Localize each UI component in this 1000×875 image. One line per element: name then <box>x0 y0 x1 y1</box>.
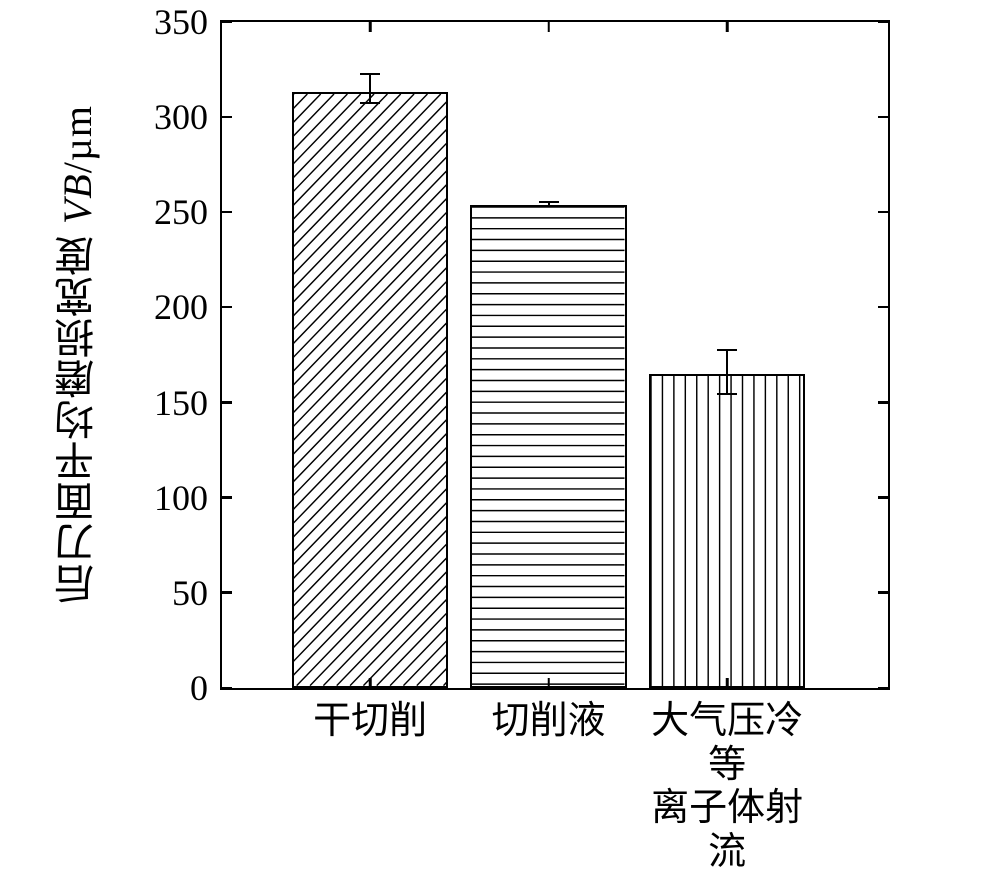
y-tick-mark <box>878 211 888 214</box>
y-tick-mark <box>878 21 888 24</box>
bar <box>649 374 806 688</box>
error-cap <box>539 201 559 203</box>
y-tick-mark <box>222 591 232 594</box>
x-tick-mark <box>369 22 372 32</box>
y-tick-label: 200 <box>154 289 222 325</box>
x-tick-label: 切削液 <box>470 688 627 744</box>
y-tick-mark <box>878 687 888 690</box>
x-tick-mark <box>726 22 729 32</box>
error-cap <box>717 349 737 351</box>
error-bar <box>369 75 371 104</box>
y-axis-label-text: 后刀面平均磨损宽度 VB/µm <box>49 105 107 604</box>
y-tick-mark <box>222 116 232 119</box>
plot-area-wrap: 050100150200250300350干切削切削液大气压冷等离子体射流 <box>220 20 890 690</box>
error-cap <box>360 73 380 75</box>
y-tick-mark <box>878 306 888 309</box>
bar <box>292 92 449 688</box>
y-tick-mark <box>222 21 232 24</box>
y-tick-mark <box>222 306 232 309</box>
y-tick-label: 50 <box>172 575 222 611</box>
x-tick-mark <box>547 22 550 32</box>
y-tick-label: 150 <box>154 385 222 421</box>
error-cap <box>360 102 380 104</box>
x-tick-mark <box>369 678 372 688</box>
plot-area: 050100150200250300350干切削切削液大气压冷等离子体射流 <box>220 20 890 690</box>
y-tick-mark <box>878 496 888 499</box>
y-tick-label: 350 <box>154 4 222 40</box>
y-tick-mark <box>222 496 232 499</box>
y-tick-mark <box>222 211 232 214</box>
error-bar <box>726 351 728 395</box>
bar <box>470 205 627 688</box>
x-tick-mark <box>547 678 550 688</box>
y-tick-label: 100 <box>154 480 222 516</box>
x-tick-label: 大气压冷等离子体射流 <box>649 688 806 875</box>
x-tick-mark <box>726 678 729 688</box>
y-tick-mark <box>878 116 888 119</box>
y-tick-mark <box>222 687 232 690</box>
y-tick-label: 300 <box>154 99 222 135</box>
y-axis-label: 后刀面平均磨损宽度 VB/µm <box>50 20 106 690</box>
x-tick-label: 干切削 <box>292 688 449 744</box>
y-tick-label: 0 <box>190 670 222 706</box>
y-tick-mark <box>222 401 232 404</box>
error-cap <box>717 393 737 395</box>
y-tick-label: 250 <box>154 194 222 230</box>
wear-bar-chart: 后刀面平均磨损宽度 VB/µm 050100150200250300350干切削… <box>50 20 950 800</box>
error-cap <box>539 205 559 207</box>
y-tick-mark <box>878 401 888 404</box>
y-tick-mark <box>878 591 888 594</box>
